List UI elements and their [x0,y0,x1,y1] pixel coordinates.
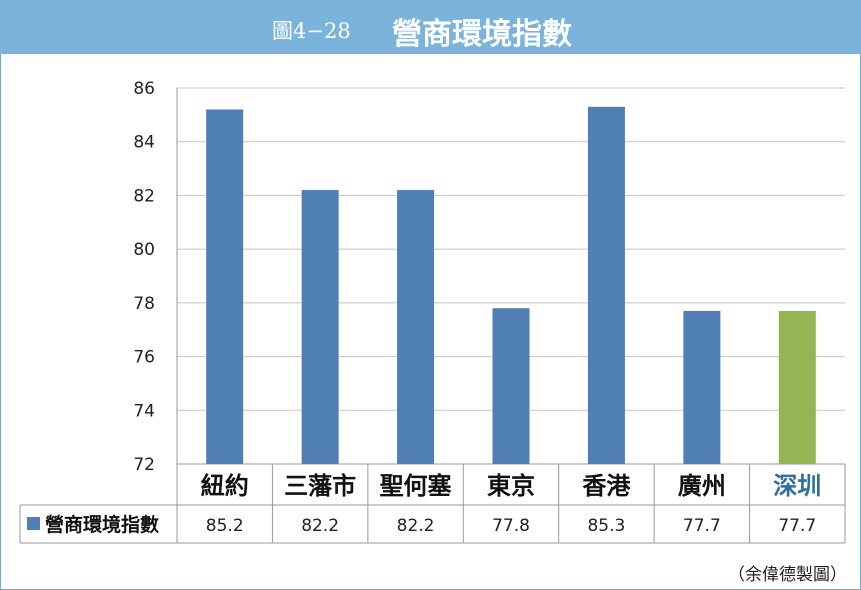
y-tick-label: 78 [133,294,155,314]
x-tick-label: 聖何塞 [380,472,452,500]
credit-note: （余偉德製圖） [728,565,847,585]
data-table-value: 82.2 [301,516,339,536]
x-tick-label: 紐約 [201,472,249,500]
figure-number: 圖4−28 [272,19,351,43]
bar [683,310,721,464]
x-tick-label: 三藩市 [284,472,356,500]
bar [492,308,530,464]
data-table-value: 77.7 [778,516,816,536]
y-tick-label: 72 [133,455,155,475]
y-tick-label: 86 [133,79,155,99]
y-tick-label: 74 [133,401,155,421]
y-tick-label: 80 [133,240,155,260]
figure-header: 圖4−28 營商環境指數 [0,0,861,54]
data-table-value: 85.2 [206,516,244,536]
y-tick-label: 76 [133,348,155,368]
x-tick-label: 深圳 [773,472,821,500]
x-tick-label: 東京 [487,472,535,500]
data-table-value: 85.3 [587,516,625,536]
bar [587,106,625,465]
bar [397,190,435,465]
legend-label: 營商環境指數 [45,513,159,536]
x-tick-label: 廣州 [678,472,726,500]
data-table-value: 77.7 [683,516,721,536]
data-table-value: 77.8 [492,516,530,536]
figure-title: 營商環境指數 [392,17,572,52]
bar [778,310,816,464]
bar [206,109,244,464]
x-tick-label: 香港 [582,472,631,500]
y-tick-label: 82 [133,186,155,206]
data-table-value: 82.2 [397,516,435,536]
legend-swatch [27,517,40,530]
y-tick-label: 84 [133,133,155,153]
bar [301,190,339,465]
